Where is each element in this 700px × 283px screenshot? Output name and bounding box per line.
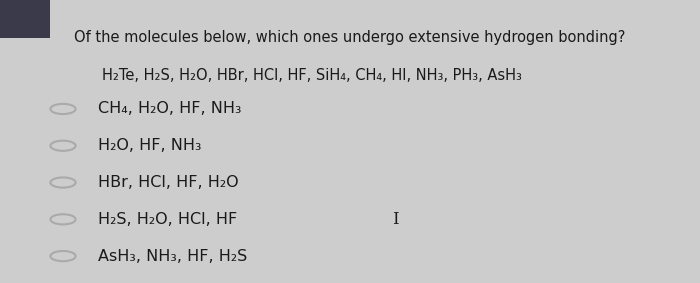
FancyBboxPatch shape: [0, 0, 50, 38]
Text: I: I: [392, 211, 399, 228]
Text: CH₄, H₂O, HF, NH₃: CH₄, H₂O, HF, NH₃: [98, 101, 242, 117]
Text: AsH₃, NH₃, HF, H₂S: AsH₃, NH₃, HF, H₂S: [98, 248, 247, 264]
Text: H₂S, H₂O, HCl, HF: H₂S, H₂O, HCl, HF: [98, 212, 237, 227]
Text: H₂O, HF, NH₃: H₂O, HF, NH₃: [98, 138, 202, 153]
Text: HBr, HCl, HF, H₂O: HBr, HCl, HF, H₂O: [98, 175, 239, 190]
Text: Of the molecules below, which ones undergo extensive hydrogen bonding?: Of the molecules below, which ones under…: [74, 30, 625, 45]
Text: H₂Te, H₂S, H₂O, HBr, HCl, HF, SiH₄, CH₄, HI, NH₃, PH₃, AsH₃: H₂Te, H₂S, H₂O, HBr, HCl, HF, SiH₄, CH₄,…: [102, 68, 522, 83]
